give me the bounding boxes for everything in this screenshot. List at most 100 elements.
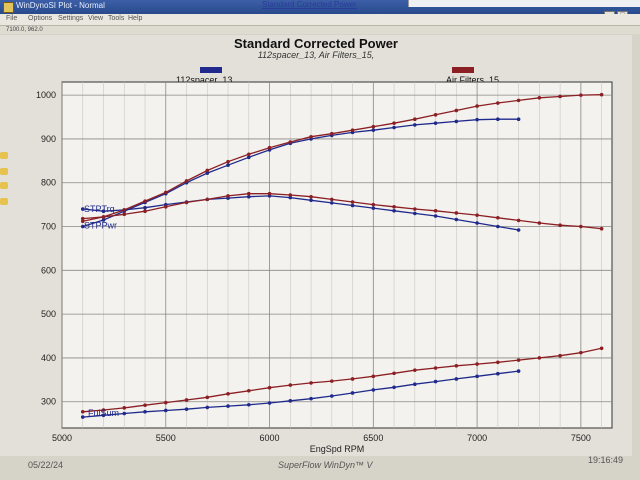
data-point (205, 395, 210, 400)
data-point (454, 364, 459, 368)
data-point (205, 168, 210, 173)
data-point (516, 228, 521, 232)
data-point (80, 216, 85, 221)
data-point (184, 407, 189, 411)
data-point (205, 405, 210, 410)
menu-help[interactable]: Help (128, 15, 143, 22)
toolbar (0, 26, 640, 34)
status-brand: SuperFlow WinDyn™ V (278, 460, 373, 470)
data-point (246, 152, 251, 157)
legend-label-112spacer: 112spacer_13 (176, 75, 233, 85)
data-point (330, 131, 334, 136)
status-bar: 05/22/24 SuperFlow WinDyn™ V 19:16:49 (0, 455, 632, 480)
data-point (246, 191, 251, 196)
data-point (226, 194, 230, 198)
data-point (454, 217, 459, 222)
plot-area (61, 81, 613, 429)
data-point (392, 205, 396, 209)
series-label: STPPwr (84, 221, 117, 231)
data-point (475, 117, 479, 122)
data-point (454, 119, 459, 124)
data-point (496, 360, 500, 365)
data-point (579, 224, 583, 229)
data-point (496, 101, 500, 105)
y-tick-label: 500 (41, 309, 56, 319)
data-point (496, 371, 500, 376)
data-point (413, 207, 417, 211)
data-point (475, 213, 479, 217)
data-point (205, 197, 210, 202)
data-point (413, 368, 417, 372)
power-chart: 5000 5500 6000 6500 7000 7500 300 400 500 600 700 8… (36, 81, 613, 454)
dock-tab-icon[interactable] (0, 182, 8, 189)
data-point (392, 371, 396, 376)
data-point (537, 356, 542, 360)
data-point (433, 121, 438, 125)
menu-file[interactable]: File (6, 15, 18, 22)
dock-tab-icon[interactable] (0, 198, 8, 205)
data-point (599, 226, 604, 231)
data-point (267, 145, 272, 150)
menu-view[interactable]: View (88, 15, 104, 22)
series-label: STPTrq (84, 204, 115, 214)
data-point (454, 211, 459, 215)
data-point (122, 406, 127, 410)
data-point (101, 215, 106, 219)
data-point (163, 408, 168, 413)
series-line (82, 347, 602, 413)
data-point (143, 205, 147, 210)
data-point (80, 219, 85, 224)
chart-title: Standard Corrected Power (234, 36, 398, 51)
data-point (558, 94, 562, 99)
menu-options[interactable]: Options (28, 15, 53, 22)
menu-settings[interactable]: Settings (58, 15, 84, 22)
data-point (371, 374, 376, 379)
data-point (288, 383, 293, 387)
data-point (226, 159, 230, 164)
data-point (184, 398, 189, 402)
series-label: FulSum (88, 408, 119, 418)
data-point (371, 202, 376, 207)
window-title: WinDynoSI Plot - Normal (16, 1, 105, 10)
background-window-title[interactable]: Standard Corrected Power (262, 0, 357, 9)
data-point (143, 403, 147, 408)
data-point (267, 401, 272, 405)
data-point (163, 190, 168, 195)
data-point (309, 194, 313, 199)
data-point (413, 117, 417, 122)
status-date: 05/22/24 (28, 460, 64, 470)
data-point (246, 155, 251, 160)
data-point (433, 366, 438, 370)
app-icon (3, 2, 14, 13)
dock-tab-icon[interactable] (0, 168, 8, 175)
data-point (122, 208, 127, 212)
data-point (433, 208, 438, 213)
data-point (330, 201, 334, 205)
data-point (205, 171, 210, 175)
data-point (80, 409, 85, 414)
data-point (537, 95, 542, 100)
data-point (599, 346, 604, 351)
x-tick-label: 5500 (156, 433, 176, 443)
data-point (350, 200, 355, 204)
data-point (599, 92, 604, 97)
x-tick-label: 6000 (260, 433, 280, 443)
data-point (475, 221, 479, 225)
data-point (101, 218, 106, 222)
data-point (288, 140, 293, 144)
y-tick-label: 700 (41, 222, 56, 232)
cursor-coordinate-readout: 7100.0, 962.0 (6, 27, 43, 33)
data-point (288, 399, 293, 403)
background-window[interactable] (408, 0, 640, 7)
data-point (288, 193, 293, 197)
legend-label-air-filters: Air Filters_15 (446, 75, 500, 85)
data-point (246, 388, 251, 393)
y-tick-label: 400 (41, 353, 56, 363)
data-point (392, 125, 396, 130)
menu-tools[interactable]: Tools (108, 15, 125, 22)
dock-tab-icon[interactable] (0, 152, 8, 159)
series-line (82, 370, 519, 418)
data-point (516, 358, 521, 362)
data-point (392, 385, 396, 390)
data-point (579, 350, 583, 355)
